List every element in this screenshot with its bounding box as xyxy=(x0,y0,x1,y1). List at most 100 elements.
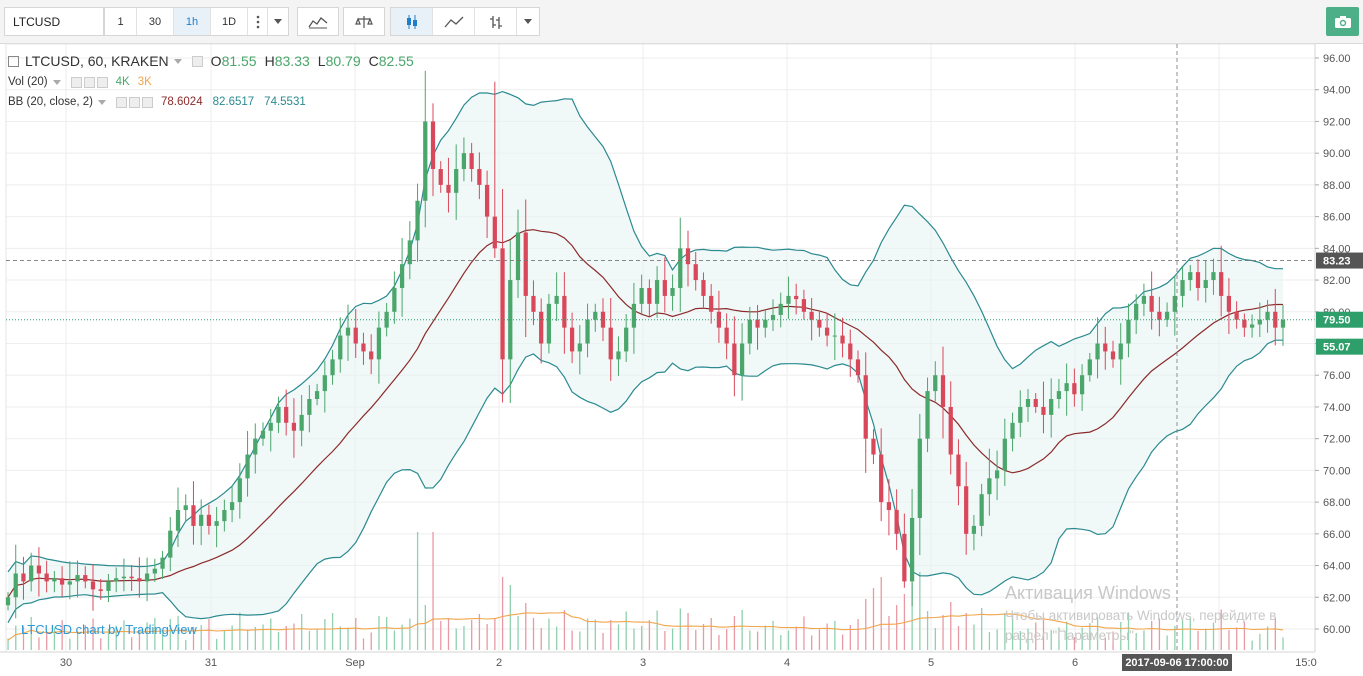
collapse-icon[interactable] xyxy=(8,55,19,67)
bollinger-upper xyxy=(7,90,1283,573)
volume-bar xyxy=(471,620,473,650)
volume-bar xyxy=(988,632,991,650)
volume-bar xyxy=(532,618,535,650)
volume-bar xyxy=(1035,622,1037,650)
volume-bar xyxy=(818,629,821,650)
volume-bar xyxy=(1197,631,1199,650)
volume-bar xyxy=(594,619,596,650)
legend-settings-icons[interactable] xyxy=(191,55,203,67)
interval-30[interactable]: 30 xyxy=(137,8,174,35)
candle-body xyxy=(392,287,397,312)
volume-bar xyxy=(756,631,759,650)
volume-bar xyxy=(1058,627,1060,650)
price-tick-label: 84.00 xyxy=(1323,243,1351,255)
candle-body xyxy=(1141,295,1147,304)
candle-body xyxy=(1219,272,1224,296)
candle-body xyxy=(106,581,111,591)
compare-icon xyxy=(344,8,384,35)
chart-style-group xyxy=(390,7,540,36)
volume-bar xyxy=(981,608,983,650)
volume-bar xyxy=(447,618,450,650)
dropdown-caret-icon[interactable] xyxy=(52,79,61,85)
tradingview-credit[interactable]: LTCUSD chart by TradingView xyxy=(21,622,197,637)
candle-body xyxy=(1025,399,1031,407)
volume-bar xyxy=(586,618,589,650)
candle-body xyxy=(284,406,289,423)
candle-body xyxy=(415,200,420,241)
volume-bar xyxy=(169,619,171,650)
line-chart-icon[interactable] xyxy=(433,8,475,35)
candle-body xyxy=(716,311,722,328)
volume-bar xyxy=(571,630,573,650)
candle-body xyxy=(175,510,181,531)
bollinger-fill xyxy=(8,91,1283,623)
candle-body xyxy=(809,311,814,320)
legend-title[interactable]: LTCUSD, 60, KRAKEN xyxy=(25,53,169,69)
candle-body xyxy=(83,575,88,582)
candle-body xyxy=(144,573,150,582)
camera-icon[interactable] xyxy=(1326,7,1359,36)
candle-body xyxy=(1110,351,1116,360)
volume-bar xyxy=(834,621,836,650)
interval-1h[interactable]: 1h xyxy=(174,8,211,35)
volume-bar xyxy=(455,628,457,650)
candle-body xyxy=(546,303,552,344)
volume-bar xyxy=(123,620,125,650)
candle-body xyxy=(631,303,637,328)
dropdown-caret-icon[interactable] xyxy=(517,8,539,35)
price-marker-high-bg xyxy=(1316,252,1363,269)
volume-bar xyxy=(1050,630,1052,650)
dropdown-caret-icon[interactable] xyxy=(98,99,107,105)
candle-body xyxy=(964,486,969,534)
candle-body xyxy=(59,578,65,585)
compare-button[interactable] xyxy=(343,7,385,36)
candle-body xyxy=(639,287,644,304)
volume-bar xyxy=(339,626,341,650)
dropdown-caret-icon[interactable] xyxy=(173,58,182,64)
more-menu-icon[interactable] xyxy=(248,8,268,35)
candle-body xyxy=(593,311,598,320)
interval-1[interactable]: 1 xyxy=(105,8,137,35)
symbol-input[interactable]: LTCUSD xyxy=(4,7,104,36)
volume-bar xyxy=(556,626,558,650)
bb-label[interactable]: BB (20, close, 2) xyxy=(8,96,94,108)
vol-settings-icons[interactable] xyxy=(70,76,108,88)
bollinger-band-lines xyxy=(7,90,1283,623)
candle-body xyxy=(44,573,49,582)
volume-bar xyxy=(378,616,380,650)
volume-bar xyxy=(849,625,851,650)
volume-bar xyxy=(648,620,651,650)
indicators-button[interactable] xyxy=(297,7,339,36)
candle-body xyxy=(268,422,273,431)
volume-bar xyxy=(1166,635,1168,650)
volume-bar xyxy=(1236,627,1238,650)
bb-settings-icons[interactable] xyxy=(116,96,154,108)
candle-body xyxy=(1064,383,1069,392)
dropdown-caret-icon[interactable] xyxy=(268,8,288,35)
bars-icon[interactable] xyxy=(475,8,517,35)
price-tick-label: 64.00 xyxy=(1323,561,1351,573)
volume-bar xyxy=(509,585,511,650)
candle-body xyxy=(678,248,683,288)
bb-legend: BB (20, close, 2) 78.6024 82.6517 74.553… xyxy=(8,96,306,108)
candles-icon[interactable] xyxy=(391,8,433,35)
volume-bar xyxy=(1104,637,1106,650)
interval-1D[interactable]: 1D xyxy=(211,8,248,35)
volume-bar xyxy=(1158,618,1161,650)
candle-body xyxy=(407,240,412,265)
candle-body xyxy=(361,343,366,352)
vol-label[interactable]: Vol (20) xyxy=(8,76,48,88)
candle-body xyxy=(438,169,443,185)
volume-bar xyxy=(262,624,264,650)
candle-body xyxy=(770,314,776,320)
price-tick-label: 96.00 xyxy=(1323,53,1351,65)
candle-body xyxy=(1164,311,1170,320)
price-tick-label: 76.00 xyxy=(1323,370,1351,382)
candle-body xyxy=(577,343,582,352)
candle-body xyxy=(624,327,629,352)
volume-bar xyxy=(710,618,712,650)
volume-bar xyxy=(107,628,110,650)
candle-body xyxy=(1195,272,1201,288)
candle-body xyxy=(1134,303,1139,320)
